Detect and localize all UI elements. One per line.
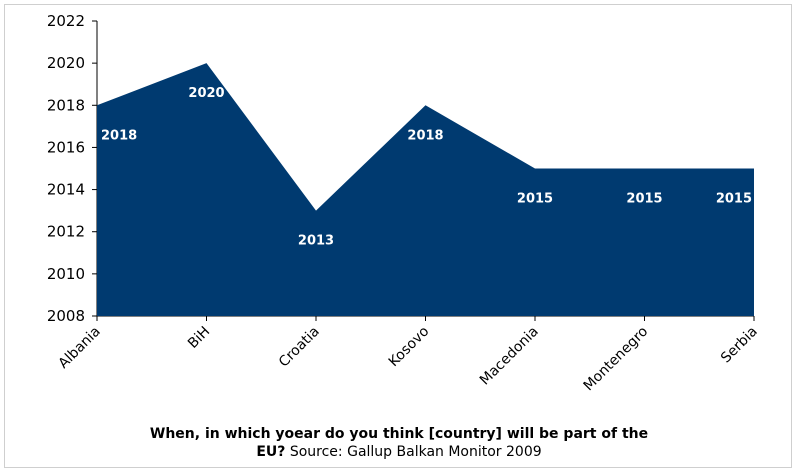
y-tick-label: 2022 bbox=[47, 12, 85, 30]
y-tick-label: 2018 bbox=[47, 96, 85, 114]
x-tick-label: Croatia bbox=[276, 324, 323, 371]
x-tick-label: BiH bbox=[185, 324, 213, 352]
area-series bbox=[97, 63, 754, 316]
caption-line-1: When, in which yoear do you think [count… bbox=[149, 426, 649, 442]
caption-source: Source: Gallup Balkan Monitor 2009 bbox=[285, 444, 542, 460]
x-tick-label: Albania bbox=[56, 324, 104, 372]
data-label: 2018 bbox=[407, 128, 443, 143]
data-label: 2018 bbox=[101, 128, 137, 143]
data-labels: 2018 2020 2013 2018 2015 2015 2015 bbox=[101, 86, 752, 249]
x-tick-label: Macedonia bbox=[477, 324, 542, 389]
y-tick-label: 2012 bbox=[47, 223, 85, 241]
data-label: 2013 bbox=[298, 234, 334, 249]
x-axis: Albania BiH Croatia Kosovo Macedonia Monteneg… bbox=[56, 315, 761, 395]
y-tick-label: 2010 bbox=[47, 265, 85, 283]
plot-area bbox=[97, 63, 754, 316]
x-tick-label: Kosovo bbox=[386, 324, 433, 371]
y-tick-label: 2008 bbox=[47, 307, 85, 325]
data-label: 2015 bbox=[626, 192, 662, 207]
y-tick-label: 2016 bbox=[47, 138, 85, 156]
data-label: 2020 bbox=[188, 86, 224, 101]
caption-question-end: EU? bbox=[256, 444, 286, 460]
y-tick-label: 2020 bbox=[47, 54, 85, 72]
y-tick-label: 2014 bbox=[47, 181, 85, 199]
y-axis: 2008 2010 2012 2014 2016 2018 2020 2022 bbox=[47, 12, 98, 325]
data-label: 2015 bbox=[517, 192, 553, 207]
x-tick-label: Montenegro bbox=[581, 324, 652, 395]
x-tick-label: Serbia bbox=[718, 324, 761, 367]
data-label: 2015 bbox=[716, 192, 752, 207]
chart-caption: When, in which yoear do you think [count… bbox=[0, 425, 798, 461]
